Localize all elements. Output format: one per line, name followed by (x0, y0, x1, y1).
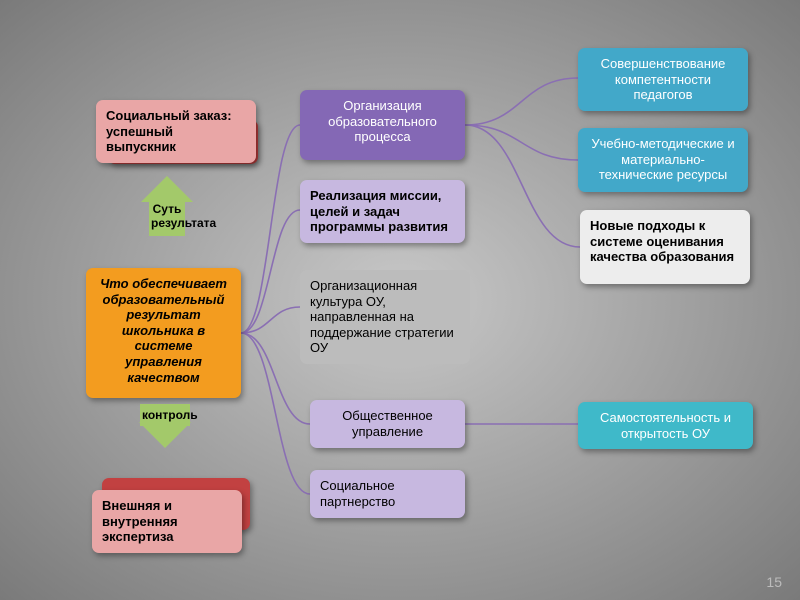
node-social-order: Социальный заказ: успешный выпускник (96, 100, 256, 163)
node-label: Общественное управление (342, 408, 433, 439)
page-number: 15 (766, 574, 782, 590)
node-new-approaches: Новые подходы к системе оценивания качес… (580, 210, 750, 284)
node-label: Реализация миссии, целей и задач програм… (310, 188, 448, 234)
node-org-process: Организация образовательного процесса (300, 90, 465, 160)
node-label: Самостоятельность и открытость ОУ (600, 410, 731, 441)
arrow-down-label: контроль (142, 408, 198, 422)
node-social-partner: Социальное партнерство (310, 470, 465, 518)
arrow-up-label: Суть результата (151, 202, 216, 230)
node-public-mgmt: Общественное управление (310, 400, 465, 448)
node-center: Что обеспечивает образовательный результ… (86, 268, 241, 398)
node-org-culture: Организационная культура ОУ, направленна… (300, 270, 470, 364)
node-label: Организация образовательного процесса (328, 98, 437, 144)
node-resources: Учебно-методические и материально-технич… (578, 128, 748, 192)
node-label: Организационная культура ОУ, направленна… (310, 278, 454, 355)
node-label: Совершенствование компетентности педагог… (601, 56, 726, 102)
node-label: Что обеспечивает образовательный результ… (100, 276, 227, 385)
node-external-exam: Внешняя и внутренняя экспертиза (92, 490, 242, 553)
arrow-up: Суть результата (142, 198, 192, 236)
node-label: Внешняя и внутренняя экспертиза (102, 498, 178, 544)
node-competence: Совершенствование компетентности педагог… (578, 48, 748, 111)
node-label: Социальное партнерство (320, 478, 395, 509)
node-mission: Реализация миссии, целей и задач програм… (300, 180, 465, 243)
node-label: Учебно-методические и материально-технич… (591, 136, 734, 182)
node-label: Новые подходы к системе оценивания качес… (590, 218, 734, 264)
node-autonomy: Самостоятельность и открытость ОУ (578, 402, 753, 449)
node-label: Социальный заказ: успешный выпускник (106, 108, 232, 154)
arrow-down: контроль (140, 404, 190, 426)
